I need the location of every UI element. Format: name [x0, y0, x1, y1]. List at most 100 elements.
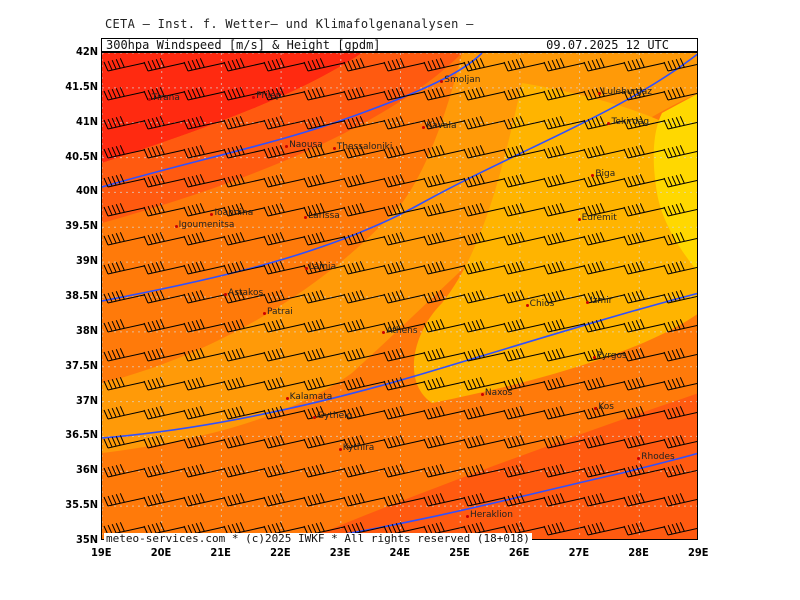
lon-tick-label: 28E	[628, 546, 649, 559]
city-label: Thessaloniki	[336, 141, 393, 152]
wind-barb	[583, 58, 626, 72]
city-label: Biga	[595, 169, 616, 180]
city-label: Izmir	[589, 295, 613, 306]
wind-barb	[383, 435, 426, 449]
wind-barb	[303, 174, 346, 188]
lon-tick-label: 27E	[568, 546, 590, 559]
wind-barb	[143, 116, 186, 130]
wind-barb	[543, 261, 586, 275]
wind-barb	[263, 232, 306, 246]
wind-barb	[143, 87, 186, 101]
city-marker	[382, 331, 386, 335]
wind-barb	[103, 493, 146, 507]
wind-barb	[343, 87, 386, 101]
wind-barb	[223, 232, 266, 246]
wind-barb	[303, 406, 346, 420]
wind-barb	[423, 232, 466, 246]
weather-map	[101, 52, 698, 540]
wind-barb	[423, 174, 466, 188]
city-marker	[591, 174, 595, 178]
lon-tick-label: 23E	[329, 546, 351, 559]
wind-barb	[303, 145, 346, 159]
wind-barb	[143, 348, 186, 362]
wind-barb	[663, 116, 697, 130]
product-title: 300hpa Windspeed [m/s] & Height [gpdm]	[106, 38, 381, 52]
wind-barb	[223, 493, 266, 507]
wind-barb	[343, 174, 386, 188]
wind-barb	[383, 232, 426, 246]
city-label: Lamia	[308, 262, 337, 273]
wind-barb	[503, 290, 546, 304]
wind-barb	[383, 58, 426, 72]
city-marker	[607, 122, 611, 126]
wind-barb	[383, 116, 426, 130]
wind-barb	[383, 87, 426, 101]
wind-barb	[623, 290, 666, 304]
city-marker	[174, 225, 178, 229]
wind-barb	[263, 145, 306, 159]
wind-barb	[623, 319, 666, 333]
wind-barb	[583, 261, 626, 275]
wind-barb	[623, 232, 666, 246]
wind-barb	[623, 261, 666, 275]
wind-barb	[303, 377, 346, 391]
wind-barb	[463, 261, 506, 275]
wind-barb	[463, 435, 506, 449]
wind-barb	[103, 319, 146, 333]
wind-barb	[263, 319, 306, 333]
wind-barb	[103, 58, 146, 72]
wind-barb	[663, 493, 697, 507]
wind-barb	[103, 377, 146, 391]
header-bar: 300hpa Windspeed [m/s] & Height [gpdm] 0…	[101, 38, 698, 52]
wind-barb	[623, 493, 666, 507]
wind-barb	[463, 493, 506, 507]
wind-barb	[663, 348, 697, 362]
wind-barb	[543, 522, 586, 536]
wind-barb	[263, 464, 306, 478]
wind-barb	[223, 435, 266, 449]
wind-barb	[183, 435, 226, 449]
wind-barb	[663, 406, 697, 420]
wind-barb	[183, 116, 226, 130]
wind-barb	[663, 232, 697, 246]
city-marker	[285, 145, 289, 149]
wind-barb	[623, 348, 666, 362]
wind-barb	[423, 87, 466, 101]
wind-barb	[143, 174, 186, 188]
lat-tick-label: 38N	[75, 323, 98, 337]
wind-barb	[623, 145, 666, 159]
wind-barb	[343, 232, 386, 246]
wind-barb	[183, 348, 226, 362]
wind-barb	[503, 261, 546, 275]
wind-barb	[103, 145, 146, 159]
lat-tick-label: 36N	[75, 463, 98, 477]
wind-barb	[183, 464, 226, 478]
wind-barb	[463, 174, 506, 188]
wind-barb	[543, 116, 586, 130]
wind-barb	[103, 348, 146, 362]
wind-barb	[183, 145, 226, 159]
city-label: Kalamata	[289, 391, 333, 402]
wind-barb	[343, 348, 386, 362]
wind-barb	[343, 145, 386, 159]
city-label: Heraklion	[469, 510, 513, 521]
city-marker	[285, 396, 289, 400]
wind-barb	[583, 493, 626, 507]
lat-tick-label: 40.5N	[65, 149, 98, 163]
wind-barb	[663, 435, 697, 449]
wind-barb	[263, 377, 306, 391]
wind-barb	[383, 319, 426, 333]
wind-barb	[423, 261, 466, 275]
wind-barb	[343, 261, 386, 275]
lat-tick-label: 39.5N	[65, 219, 98, 233]
city-label: Pyrgos	[596, 350, 627, 361]
wind-barb	[263, 261, 306, 275]
wind-barb	[103, 232, 146, 246]
wind-barb	[543, 493, 586, 507]
wind-barb	[223, 174, 266, 188]
wind-barb	[463, 319, 506, 333]
city-label: Kos	[598, 402, 614, 413]
wind-barb	[143, 290, 186, 304]
wind-barb	[503, 319, 546, 333]
lon-tick-label: 21E	[210, 546, 231, 559]
